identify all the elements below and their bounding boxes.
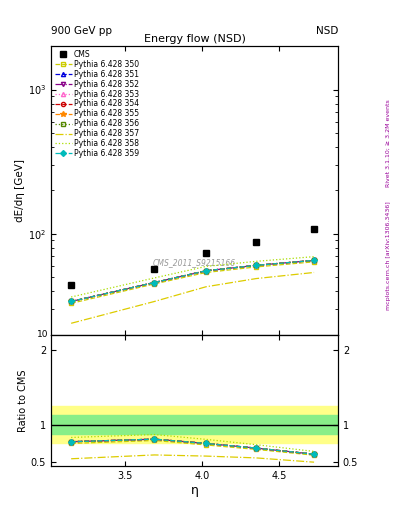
Text: mcplots.cern.ch [arXiv:1306.3436]: mcplots.cern.ch [arXiv:1306.3436] <box>386 202 391 310</box>
Text: CMS_2011_S9215166: CMS_2011_S9215166 <box>153 258 236 267</box>
Text: NSD: NSD <box>316 26 338 36</box>
Legend: CMS, Pythia 6.428 350, Pythia 6.428 351, Pythia 6.428 352, Pythia 6.428 353, Pyt: CMS, Pythia 6.428 350, Pythia 6.428 351,… <box>53 48 141 160</box>
Text: 900 GeV pp: 900 GeV pp <box>51 26 112 36</box>
Text: 10: 10 <box>37 330 48 339</box>
Bar <box>51 415 338 434</box>
Text: Rivet 3.1.10; ≥ 3.2M events: Rivet 3.1.10; ≥ 3.2M events <box>386 99 391 187</box>
Title: Energy flow (NSD): Energy flow (NSD) <box>143 34 246 44</box>
Bar <box>51 406 338 443</box>
Y-axis label: Ratio to CMS: Ratio to CMS <box>18 369 28 432</box>
Y-axis label: dE/dη [GeV]: dE/dη [GeV] <box>15 159 25 222</box>
X-axis label: η: η <box>191 483 198 497</box>
